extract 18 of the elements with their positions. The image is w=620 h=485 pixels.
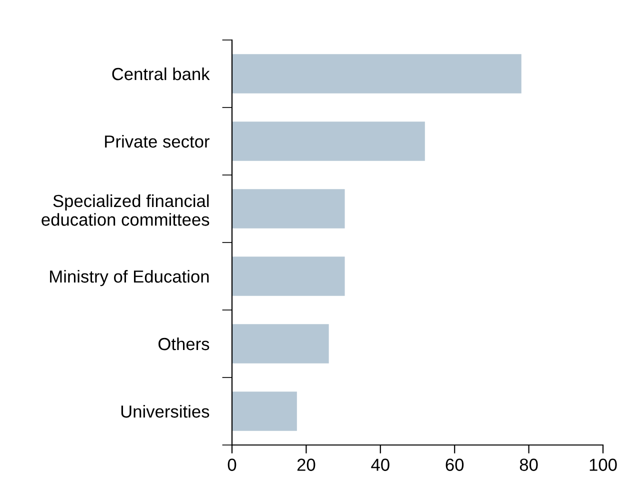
x-tick-label: 80 [520,458,538,471]
y-tick-label: Private sector [105,134,210,148]
bar [232,54,522,94]
x-tick-label: 100 [590,458,617,471]
bar [232,392,297,431]
y-tick-label: Others [158,337,210,350]
bar [232,256,345,296]
x-tick-label: 40 [371,458,390,471]
x-tick-label: 60 [446,458,464,471]
x-tick-label: 20 [297,458,316,471]
y-tick-label: Central bank [112,67,210,80]
y-tick-label: Universities [121,404,210,418]
bar [232,122,425,161]
y-tick-label: Specialized financial education committees [42,194,210,226]
y-tick-label: Ministry of Education [50,270,209,286]
bar [232,324,329,364]
bar [232,189,345,228]
x-tick-label: 0 [228,458,236,471]
